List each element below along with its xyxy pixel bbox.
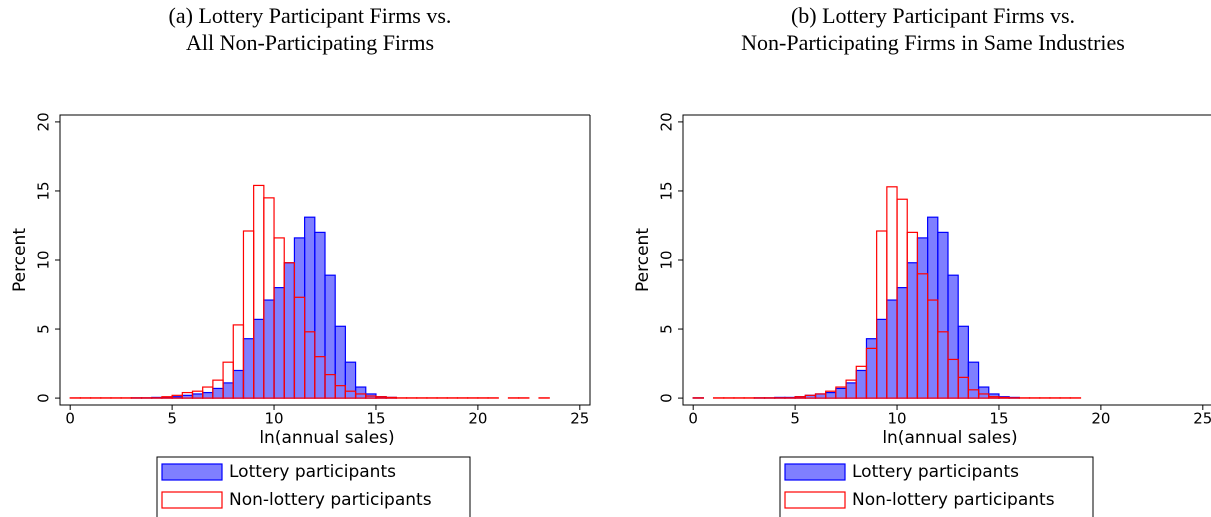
y-tick-label: 10 (658, 250, 676, 269)
histogram-bar (845, 382, 857, 399)
histogram-bar (967, 361, 980, 399)
x-axis-label: ln(annual sales) (882, 428, 1017, 448)
y-tick-label: 5 (658, 324, 676, 334)
x-tick-label: 25 (570, 410, 589, 428)
legend-label: Non-lottery participants (229, 490, 432, 510)
histogram-bar (855, 369, 868, 399)
histogram-bar (273, 287, 285, 399)
y-tick-label: 10 (35, 250, 53, 269)
histogram-bar (212, 387, 224, 399)
histogram-bar (957, 376, 969, 399)
histogram-bar (314, 231, 326, 399)
histogram-bar (242, 338, 255, 399)
legend-swatch (784, 463, 846, 481)
histogram-bar (825, 391, 837, 399)
histogram-bar (947, 274, 959, 399)
histogram-bar (253, 318, 265, 399)
y-tick-label: 20 (658, 112, 676, 131)
histogram-bar (896, 287, 908, 399)
y-tick-label: 15 (35, 181, 53, 200)
plot (692, 186, 1082, 399)
y-tick-label: 15 (658, 181, 676, 200)
histogram-bar (334, 325, 346, 399)
legend-swatch (784, 491, 846, 509)
histogram-bar (385, 396, 397, 399)
histogram-bar (865, 338, 878, 399)
histogram-bar (988, 393, 1000, 399)
histogram-bar (977, 393, 990, 399)
y-axis-label: Percent (633, 228, 653, 292)
histogram-bar (977, 386, 990, 399)
histogram-bar (191, 393, 204, 399)
histogram-bar (283, 262, 296, 399)
chart-title: All Non-Participating Firms (186, 30, 434, 55)
legend-label: Lottery participants (229, 462, 396, 482)
x-tick-label: 10 (887, 410, 906, 428)
histogram-bar (835, 387, 847, 399)
histogram-bar (916, 237, 929, 399)
histogram-bar (927, 216, 939, 399)
histogram-bar (957, 325, 969, 399)
x-tick-label: 25 (1193, 410, 1211, 428)
x-axis-label: ln(annual sales) (259, 428, 394, 448)
histogram-bar (263, 299, 275, 399)
histogram-bar (814, 393, 827, 399)
histogram-bar (886, 299, 898, 399)
y-tick-label: 20 (35, 112, 53, 131)
x-tick-label: 5 (790, 410, 800, 428)
chart-title: (b) Lottery Participant Firms vs. (791, 3, 1075, 28)
histogram-bar (906, 262, 919, 399)
y-tick-label: 5 (35, 324, 53, 334)
plot-frame (59, 114, 591, 406)
legend-box (779, 456, 1094, 517)
histogram-bar (998, 396, 1010, 399)
x-tick-label: 0 (65, 410, 75, 428)
histogram-bar (876, 318, 888, 399)
x-tick-label: 20 (468, 410, 487, 428)
y-tick-label: 0 (35, 393, 53, 403)
histogram-bar (222, 382, 234, 399)
x-tick-label: 0 (688, 410, 698, 428)
legend-label: Lottery participants (852, 462, 1019, 482)
y-axis-label: Percent (10, 228, 30, 292)
x-tick-label: 5 (167, 410, 177, 428)
histogram-bar (202, 391, 214, 399)
histogram-bar (293, 237, 306, 399)
legend-swatch (161, 463, 223, 481)
x-tick-label: 15 (366, 410, 385, 428)
legend-swatch (161, 491, 223, 509)
x-tick-label: 10 (264, 410, 283, 428)
histogram-bar (304, 216, 316, 399)
legend-label: Non-lottery participants (852, 490, 1055, 510)
plot (69, 184, 550, 399)
histogram-bar (344, 361, 357, 399)
y-tick-label: 0 (658, 393, 676, 403)
chart-title: (a) Lottery Participant Firms vs. (169, 3, 452, 28)
x-tick-label: 20 (1091, 410, 1110, 428)
chart-title: Non-Participating Firms in Same Industri… (741, 30, 1125, 55)
histogram-bar (937, 231, 949, 399)
x-tick-label: 15 (989, 410, 1008, 428)
legend-box (156, 456, 471, 517)
histogram-bar (324, 274, 336, 399)
histogram-bar (232, 369, 245, 399)
histogram-bar (354, 386, 367, 399)
